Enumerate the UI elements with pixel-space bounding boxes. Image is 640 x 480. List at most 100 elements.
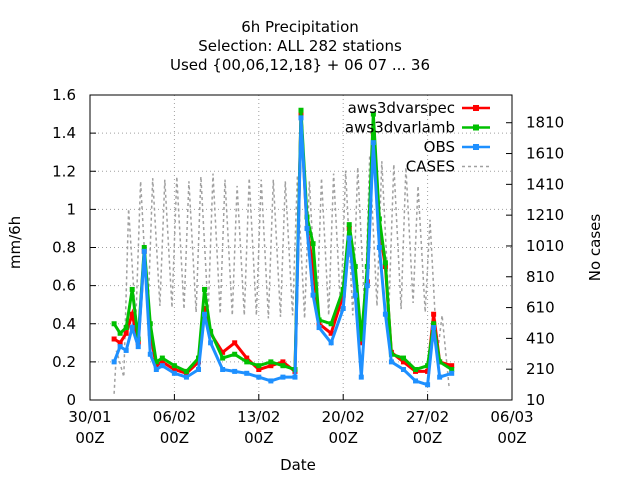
data-point <box>159 359 165 365</box>
data-point <box>129 311 135 317</box>
data-point <box>304 225 310 231</box>
data-point <box>153 367 159 372</box>
data-point <box>202 311 208 317</box>
data-point <box>382 260 388 266</box>
data-point <box>437 374 443 380</box>
x-tick-sublabel: 00Z <box>244 429 273 447</box>
y-tick-label: 1.4 <box>52 124 76 142</box>
legend-label: aws3dvarspec <box>348 99 455 117</box>
data-point <box>244 370 250 376</box>
y2-tick-label: 810 <box>526 268 555 286</box>
x-tick-sublabel: 00Z <box>497 429 526 447</box>
series-line <box>113 155 451 394</box>
data-point <box>129 325 135 331</box>
y-tick-label: 1.6 <box>52 86 76 104</box>
data-point <box>141 248 147 254</box>
y2-tick-label: 210 <box>526 360 555 378</box>
chart-title-line: 6h Precipitation <box>241 18 359 36</box>
data-point <box>358 336 364 342</box>
y2-tick-label: 10 <box>526 391 545 409</box>
x-tick-label: 27/02 <box>406 408 449 426</box>
data-point <box>111 336 117 342</box>
data-point <box>183 374 189 380</box>
data-point <box>196 367 202 372</box>
data-point <box>352 292 358 298</box>
data-point <box>244 355 250 361</box>
data-point <box>171 363 177 369</box>
data-point <box>328 321 334 327</box>
series-line <box>113 114 453 375</box>
data-point <box>111 321 117 327</box>
data-point <box>135 344 141 350</box>
data-point <box>310 241 316 247</box>
data-point <box>425 382 431 388</box>
data-point <box>202 286 208 292</box>
data-point <box>129 286 135 292</box>
y2-tick-label: 1410 <box>526 175 564 193</box>
data-point <box>346 235 352 241</box>
x-tick-label: 06/02 <box>153 408 196 426</box>
data-point <box>352 264 358 270</box>
data-point <box>400 367 406 372</box>
data-point <box>123 347 129 353</box>
y2-tick-label: 1010 <box>526 237 564 255</box>
data-point <box>364 283 370 289</box>
y-tick-label: 1 <box>66 200 76 218</box>
data-point <box>280 374 286 380</box>
x-tick-label: 20/02 <box>322 408 365 426</box>
data-point <box>437 359 443 365</box>
data-point <box>244 359 250 365</box>
y-tick-label: 0 <box>66 391 76 409</box>
data-point <box>431 325 437 331</box>
data-point <box>232 368 238 374</box>
x-tick-sublabel: 00Z <box>329 429 358 447</box>
data-point <box>298 115 304 121</box>
data-point <box>413 367 419 372</box>
data-point <box>431 311 437 317</box>
y2-tick-label: 610 <box>526 299 555 317</box>
y-tick-label: 0.8 <box>52 239 76 257</box>
data-point <box>117 340 123 346</box>
legend-marker <box>473 105 479 111</box>
data-point <box>220 349 226 355</box>
data-point <box>256 363 262 369</box>
data-point <box>232 351 238 357</box>
data-point <box>376 245 382 250</box>
legend-marker <box>473 124 479 131</box>
data-point <box>370 111 376 117</box>
data-point <box>358 340 364 346</box>
data-point <box>268 363 274 369</box>
y2-tick-label: 1610 <box>526 145 564 163</box>
data-point <box>202 306 208 311</box>
x-tick-sublabel: 00Z <box>413 429 442 447</box>
data-point <box>256 367 262 372</box>
data-point <box>400 359 406 365</box>
data-point <box>256 374 262 380</box>
data-point <box>268 378 274 384</box>
x-tick-label: 13/02 <box>237 408 280 426</box>
data-point <box>310 292 316 298</box>
data-point <box>147 351 153 357</box>
series-cases <box>113 155 451 394</box>
legend-label: aws3dvarlamb <box>345 119 455 137</box>
data-point <box>232 340 238 346</box>
data-point <box>449 367 455 372</box>
data-point <box>141 245 147 250</box>
data-point <box>220 367 226 372</box>
data-point <box>388 359 394 365</box>
data-point <box>183 368 189 374</box>
data-point <box>449 370 455 376</box>
series-obs <box>111 115 455 388</box>
data-point <box>382 311 388 317</box>
y-tick-label: 0.2 <box>52 353 76 371</box>
x-tick-label: 30/01 <box>68 408 111 426</box>
data-point <box>340 306 346 311</box>
data-point <box>123 330 129 336</box>
data-point <box>208 340 214 346</box>
data-point <box>425 363 431 369</box>
data-point <box>153 359 159 365</box>
data-point <box>413 378 419 384</box>
data-point <box>358 374 364 380</box>
